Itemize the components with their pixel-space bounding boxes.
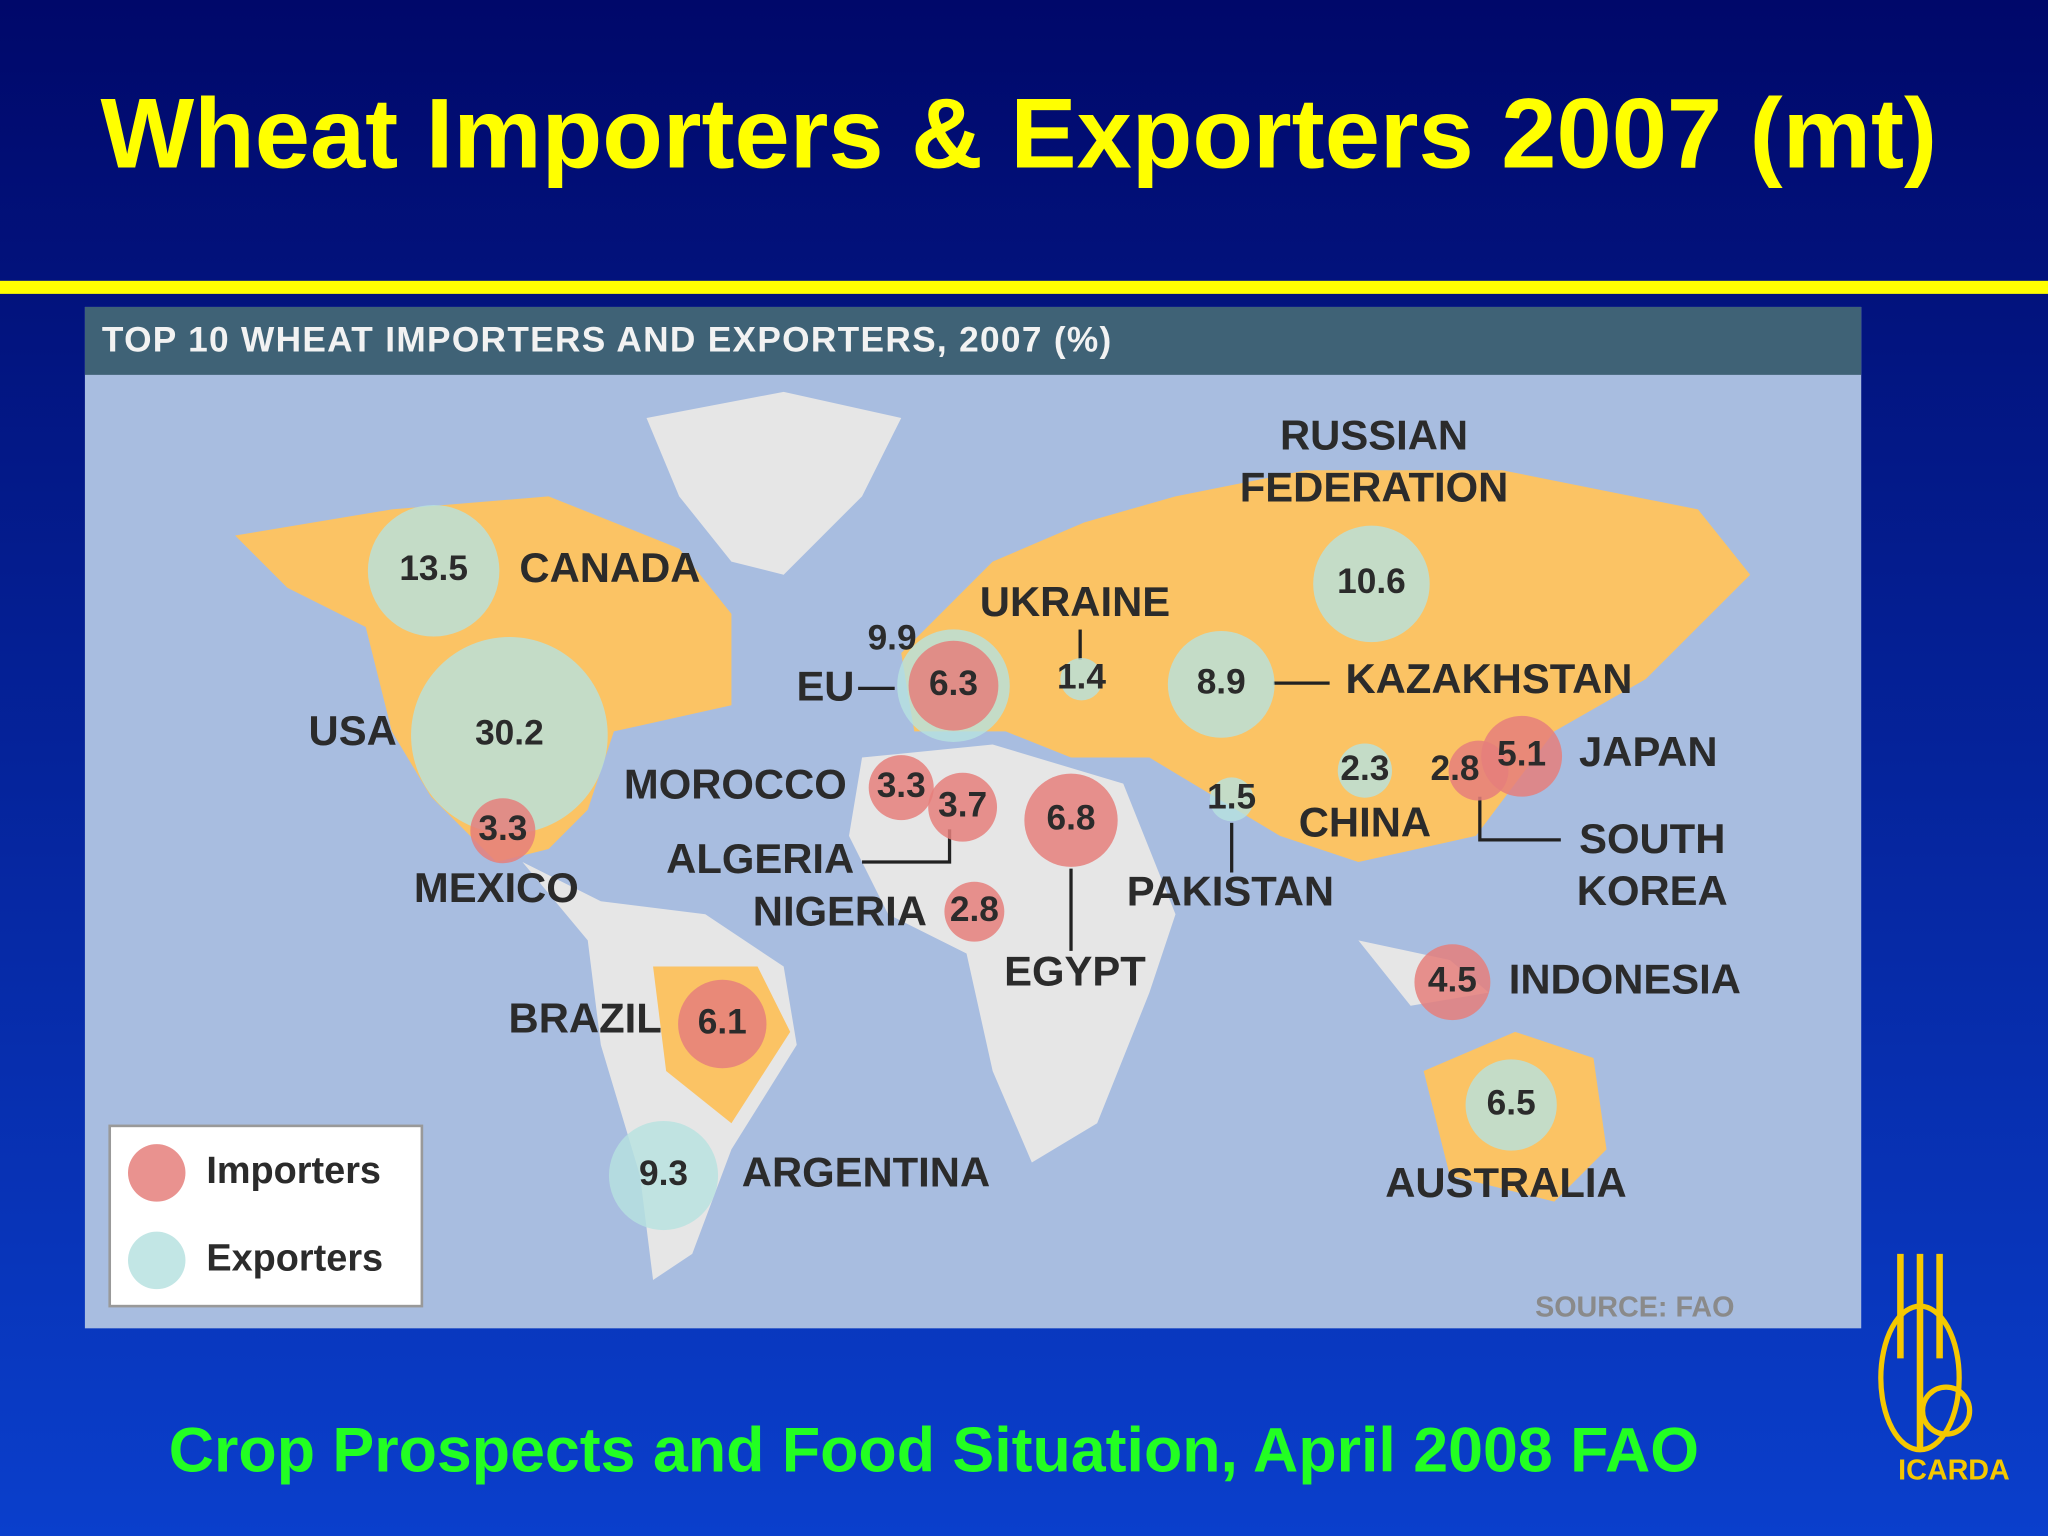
country-name: AUSTRALIA (1385, 1159, 1626, 1206)
bubbles: 30.2 USA 13.5 CANADA 10.6 RUSSIAN FEDERATION 9… (128, 411, 1741, 1290)
importer-bubble (1448, 740, 1509, 801)
exporter-bubble (1209, 777, 1254, 822)
exporter-bubble (1337, 743, 1393, 798)
slide-title: Wheat Importers & Exporters 2007 (mt) (100, 78, 1937, 189)
country-name: UKRAINE (980, 578, 1170, 625)
legend-label: Exporters (206, 1237, 383, 1279)
value-label: 13.5 (399, 549, 468, 588)
country-name: KAZAKHSTAN (1345, 655, 1632, 702)
value-label: 6.5 (1487, 1083, 1536, 1122)
country-name: CANADA (519, 544, 700, 591)
country-name-box: SOUTH KOREA (1576, 815, 1728, 915)
legend-swatch (128, 1231, 186, 1290)
value-label: 9.9 (868, 618, 917, 657)
exporter-bubble (1060, 658, 1103, 701)
importer-bubble (928, 772, 998, 842)
connector (862, 829, 952, 864)
country-name: CHINA (1299, 799, 1431, 846)
value-label: 9.3 (639, 1154, 688, 1193)
value-label: 10.6 (1337, 562, 1406, 601)
exporter-bubble (1313, 525, 1430, 643)
logo: ICARDA (1878, 1253, 2010, 1487)
country-name: ARGENTINA (742, 1149, 990, 1196)
country-name: MOROCCO (624, 761, 847, 808)
country-name: USA (309, 707, 397, 754)
value-label: 6.1 (698, 1002, 747, 1041)
value-label: 5.1 (1497, 735, 1546, 774)
value-label: 30.2 (475, 714, 544, 753)
importer-bubble (678, 979, 767, 1069)
country-name: INDONESIA (1509, 955, 1741, 1002)
connector (1478, 796, 1561, 842)
country-name: PAKISTAN (1127, 868, 1334, 915)
exporter-bubble (608, 1120, 719, 1231)
greenland (646, 391, 902, 575)
exporter-bubble (411, 637, 608, 834)
country-name: ALGERIA (666, 835, 854, 882)
value-label: 3.3 (877, 766, 926, 805)
country-name: EU (796, 663, 854, 710)
source: SOURCE: FAO (1535, 1291, 1734, 1323)
country-name-box: RUSSIAN FEDERATION (1239, 411, 1509, 511)
importer-bubble (1414, 944, 1491, 1021)
importer-bubble (908, 640, 999, 731)
exporter-bubble (1465, 1059, 1557, 1151)
value-label: 6.3 (929, 664, 978, 703)
value-label: 3.7 (938, 785, 987, 824)
country-name: SOUTH KOREA (1576, 815, 1728, 915)
country-name: BRAZIL (509, 994, 662, 1041)
value-label: 1.5 (1207, 778, 1256, 817)
country-name: MEXICO (414, 864, 579, 911)
exporter-bubble (367, 505, 500, 637)
logo-text: ICARDA (1898, 1455, 2010, 1487)
country-name: EGYPT (1004, 947, 1146, 994)
value-label: 4.5 (1428, 961, 1477, 1000)
country-name: RUSSIAN FEDERATION (1239, 411, 1509, 511)
eurasia (901, 470, 1751, 863)
country-name: NIGERIA (753, 887, 927, 934)
exporter-bubble (1167, 631, 1275, 738)
country-name: JAPAN (1579, 728, 1718, 775)
title-rule (0, 280, 2048, 294)
map-title: TOP 10 WHEAT IMPORTERS AND EXPORTERS, 20… (102, 321, 1113, 360)
value-label: 2.8 (950, 890, 999, 929)
value-label: 6.8 (1047, 799, 1096, 838)
value-label: 8.9 (1197, 663, 1246, 702)
value-label: 2.3 (1340, 749, 1389, 788)
importer-bubble (944, 881, 1005, 942)
importer-bubble (868, 755, 934, 821)
legend-label: Importers (206, 1150, 381, 1192)
value-label: 2.8 (1431, 749, 1480, 788)
importer-bubble (1024, 773, 1118, 867)
value-label: 1.4 (1057, 657, 1106, 696)
importer-bubble (470, 798, 536, 864)
footer: Crop Prospects and Food Situation, April… (169, 1416, 1699, 1486)
legend-swatch (128, 1144, 186, 1202)
value-label: 3.3 (478, 809, 527, 848)
